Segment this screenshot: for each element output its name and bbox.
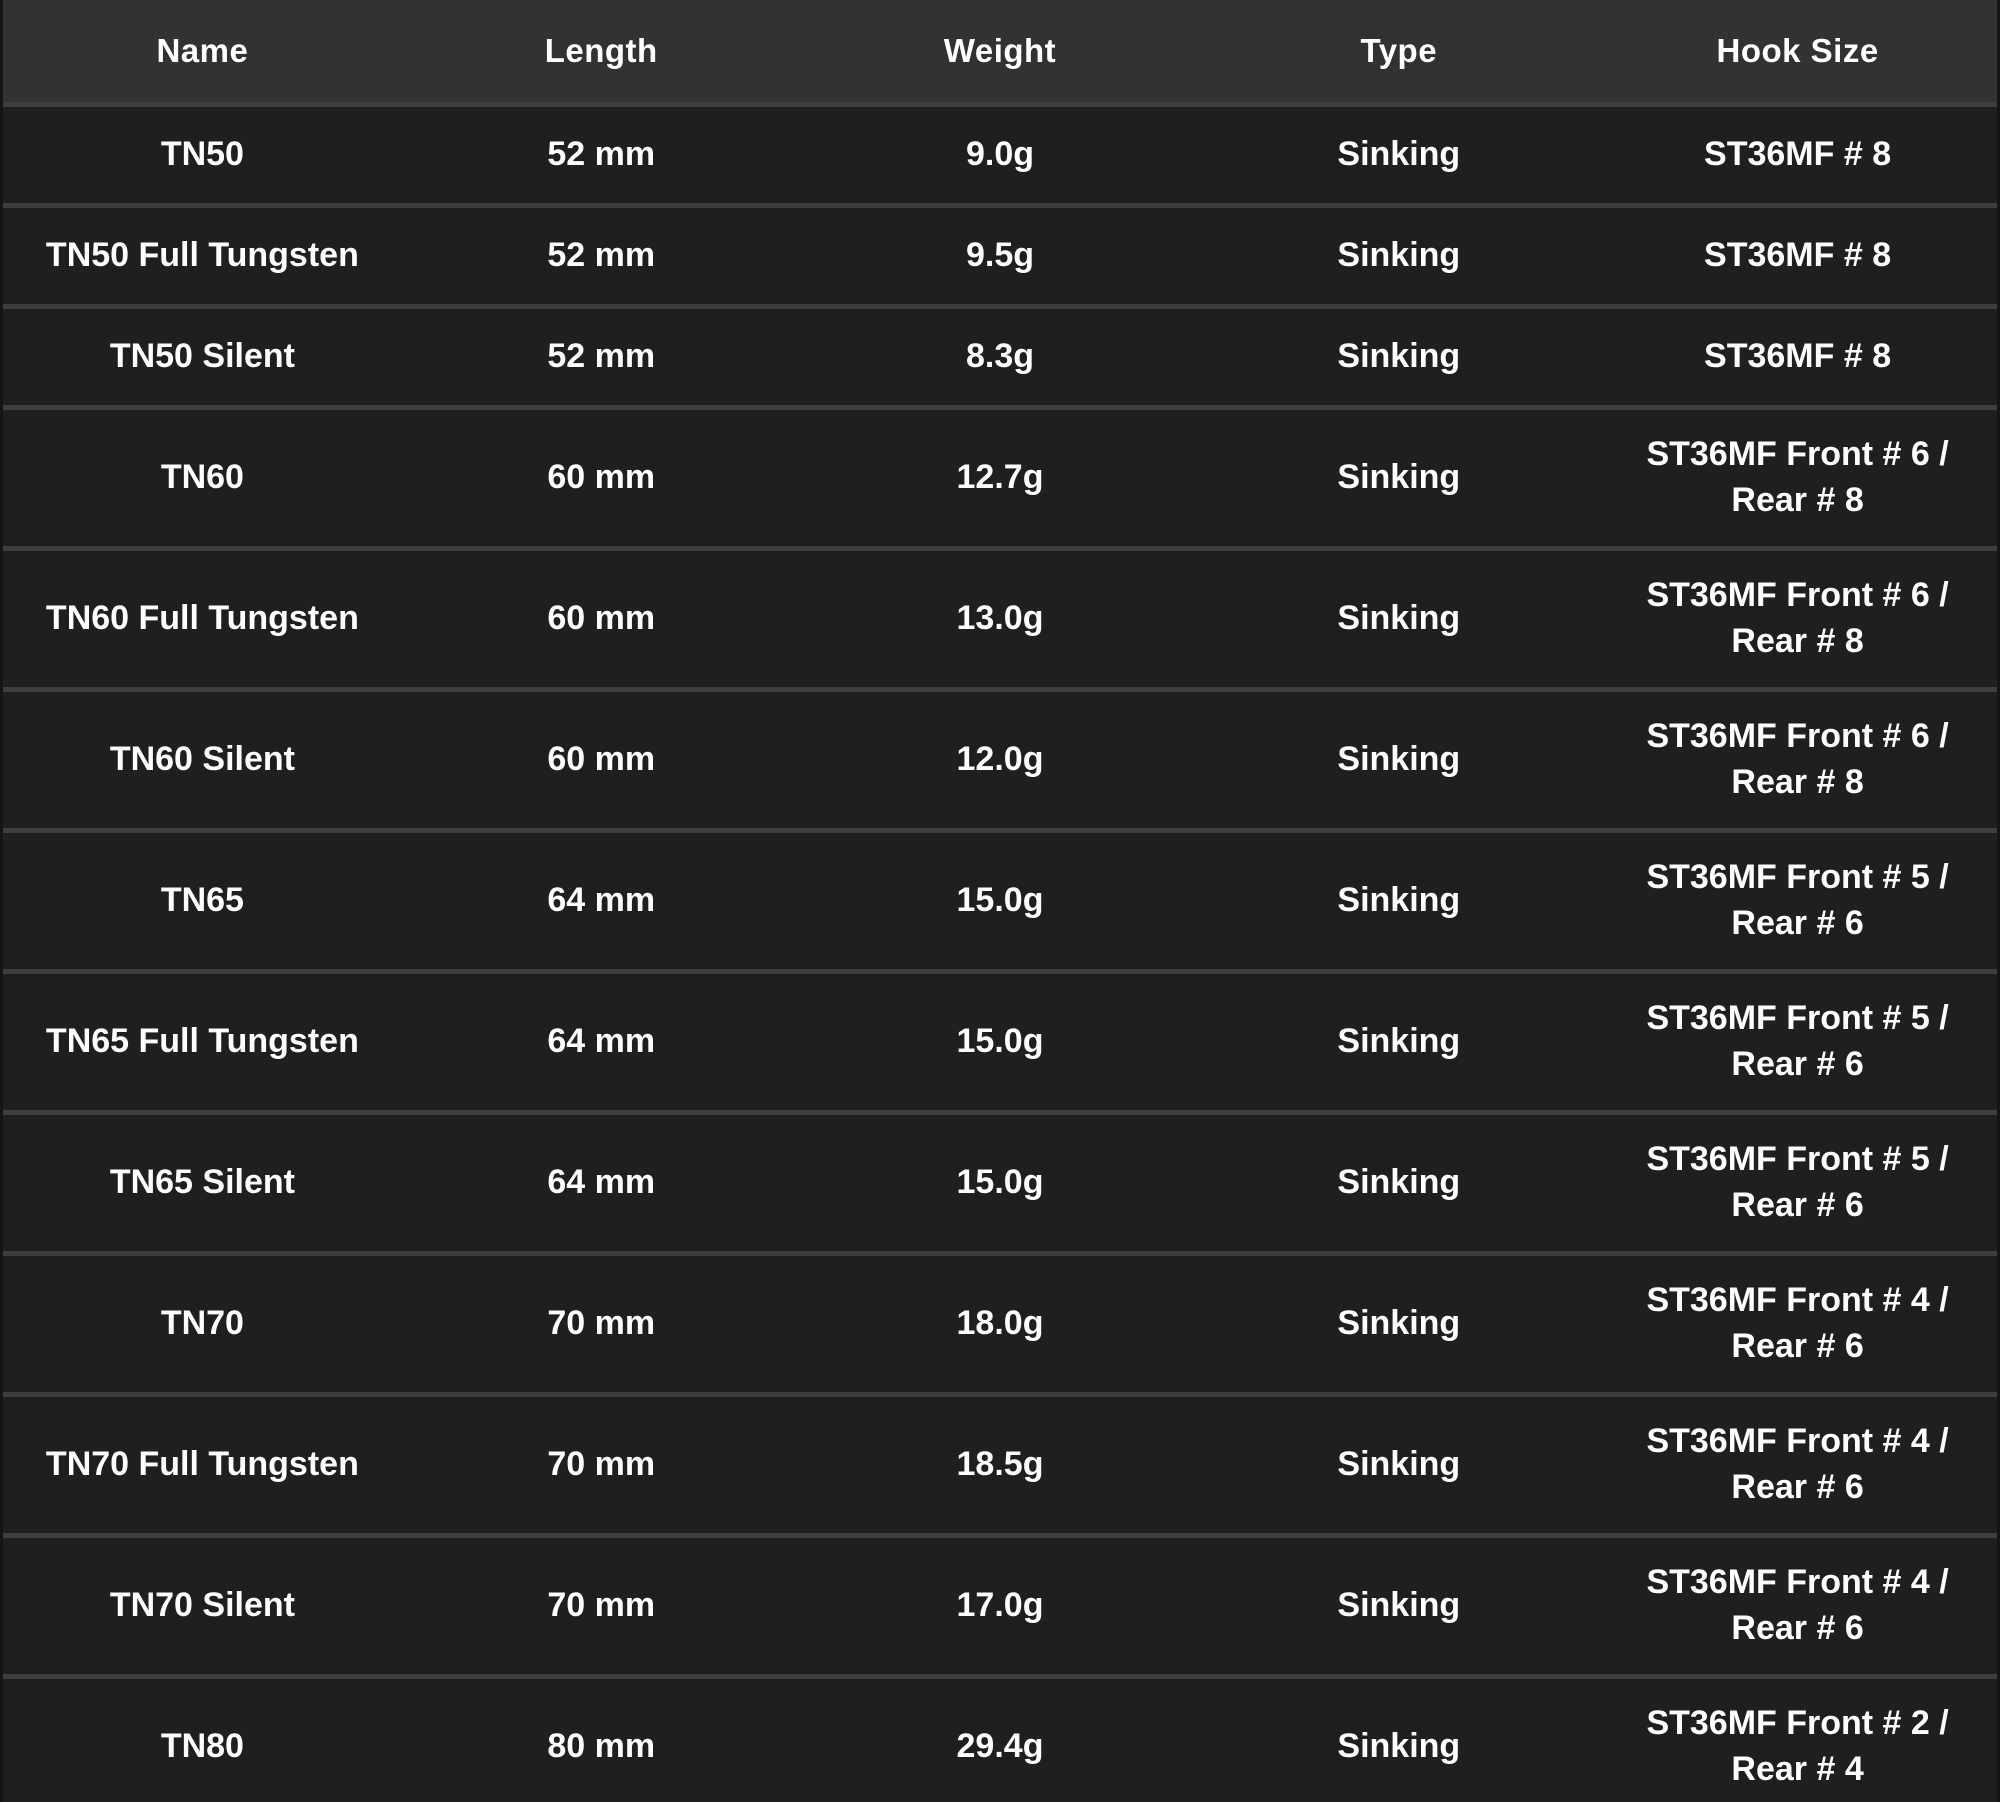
cell-type: Sinking xyxy=(1337,1022,1461,1061)
cell-hook-size: ST36MF Front # 6 / Rear # 8 xyxy=(1646,435,1949,519)
cell-name: TN70 Silent xyxy=(109,1586,295,1625)
cell-type: Sinking xyxy=(1337,1163,1461,1202)
table-row: TN60 Silent 60 mm 12.0g Sinking ST36MF Front… xyxy=(3,687,1997,828)
cell-name: TN65 Silent xyxy=(109,1163,295,1202)
table-row: TN60 60 mm 12.7g Sinking ST36MF Front # 6 / … xyxy=(3,405,1997,546)
cell-type: Sinking xyxy=(1337,599,1461,638)
table-body: TN50 52 mm 9.0g Sinking ST36MF # 8 TN50 Full … xyxy=(3,102,1997,1802)
cell-length: 64 mm xyxy=(547,1022,656,1061)
cell-name: TN50 Silent xyxy=(109,337,295,376)
cell-length: 52 mm xyxy=(547,337,656,376)
cell-hook-size: ST36MF Front # 6 / Rear # 8 xyxy=(1646,576,1949,660)
cell-length: 80 mm xyxy=(547,1727,656,1766)
cell-name: TN60 Full Tungsten xyxy=(45,599,359,638)
cell-type: Sinking xyxy=(1337,881,1461,920)
table-header-row: Name Length Weight Type Hook Size xyxy=(3,0,1997,102)
cell-type: Sinking xyxy=(1337,135,1461,174)
cell-hook-size: ST36MF # 8 xyxy=(1704,236,1892,275)
cell-type: Sinking xyxy=(1337,1586,1461,1625)
column-header-name: Name xyxy=(156,32,249,69)
cell-hook-size: ST36MF # 8 xyxy=(1704,135,1892,174)
table-row: TN70 Full Tungsten 70 mm 18.5g Sinking ST36M… xyxy=(3,1392,1997,1533)
cell-weight: 18.0g xyxy=(956,1304,1044,1343)
cell-weight: 15.0g xyxy=(956,881,1044,920)
column-header-weight: Weight xyxy=(943,32,1057,69)
cell-weight: 29.4g xyxy=(956,1727,1044,1766)
cell-name: TN60 Silent xyxy=(109,740,295,779)
table-row: TN60 Full Tungsten 60 mm 13.0g Sinking ST36M… xyxy=(3,546,1997,687)
cell-type: Sinking xyxy=(1337,1445,1461,1484)
cell-weight: 9.5g xyxy=(965,236,1035,275)
cell-name: TN80 xyxy=(160,1727,244,1766)
cell-weight: 17.0g xyxy=(956,1586,1044,1625)
cell-type: Sinking xyxy=(1337,1727,1461,1766)
cell-length: 64 mm xyxy=(547,881,656,920)
cell-weight: 12.0g xyxy=(956,740,1044,779)
cell-length: 60 mm xyxy=(547,599,656,638)
cell-name: TN70 Full Tungsten xyxy=(45,1445,359,1484)
cell-hook-size: ST36MF Front # 4 / Rear # 6 xyxy=(1646,1281,1949,1365)
cell-hook-size: ST36MF Front # 2 / Rear # 4 xyxy=(1646,1704,1949,1788)
cell-weight: 8.3g xyxy=(965,337,1035,376)
cell-name: TN70 xyxy=(160,1304,244,1343)
cell-length: 60 mm xyxy=(547,458,656,497)
cell-hook-size: ST36MF Front # 6 / Rear # 8 xyxy=(1646,717,1949,801)
cell-name: TN50 Full Tungsten xyxy=(45,236,359,275)
cell-length: 70 mm xyxy=(547,1445,656,1484)
cell-name: TN50 xyxy=(160,135,244,174)
cell-weight: 13.0g xyxy=(956,599,1044,638)
cell-name: TN65 Full Tungsten xyxy=(45,1022,359,1061)
cell-weight: 18.5g xyxy=(956,1445,1044,1484)
table-row: TN65 Silent 64 mm 15.0g Sinking ST36MF Front… xyxy=(3,1110,1997,1251)
cell-type: Sinking xyxy=(1337,740,1461,779)
table-row: TN70 Silent 70 mm 17.0g Sinking ST36MF Front… xyxy=(3,1533,1997,1674)
cell-weight: 9.0g xyxy=(965,135,1035,174)
cell-length: 52 mm xyxy=(547,236,656,275)
cell-hook-size: ST36MF Front # 4 / Rear # 6 xyxy=(1646,1422,1949,1506)
cell-hook-size: ST36MF Front # 4 / Rear # 6 xyxy=(1646,1563,1949,1647)
cell-name: TN60 xyxy=(160,458,244,497)
cell-name: TN65 xyxy=(160,881,244,920)
cell-weight: 15.0g xyxy=(956,1022,1044,1061)
cell-type: Sinking xyxy=(1337,1304,1461,1343)
table-row: TN65 64 mm 15.0g Sinking ST36MF Front # 5 / … xyxy=(3,828,1997,969)
cell-weight: 15.0g xyxy=(956,1163,1044,1202)
cell-length: 52 mm xyxy=(547,135,656,174)
table-row: TN50 Silent 52 mm 8.3g Sinking ST36MF # 8 xyxy=(3,304,1997,405)
column-header-length: Length xyxy=(544,32,658,69)
column-header-hook-size: Hook Size xyxy=(1716,32,1879,69)
table-row: TN50 Full Tungsten 52 mm 9.5g Sinking ST36MF… xyxy=(3,203,1997,304)
cell-hook-size: ST36MF Front # 5 / Rear # 6 xyxy=(1646,858,1949,942)
cell-hook-size: ST36MF Front # 5 / Rear # 6 xyxy=(1646,1140,1949,1224)
cell-length: 64 mm xyxy=(547,1163,656,1202)
cell-hook-size: ST36MF # 8 xyxy=(1704,337,1892,376)
cell-hook-size: ST36MF Front # 5 / Rear # 6 xyxy=(1646,999,1949,1083)
column-header-type: Type xyxy=(1360,32,1438,69)
cell-type: Sinking xyxy=(1337,458,1461,497)
cell-weight: 12.7g xyxy=(956,458,1044,497)
table-row: TN50 52 mm 9.0g Sinking ST36MF # 8 xyxy=(3,102,1997,203)
cell-length: 60 mm xyxy=(547,740,656,779)
cell-type: Sinking xyxy=(1337,337,1461,376)
table-row: TN65 Full Tungsten 64 mm 15.0g Sinking ST36M… xyxy=(3,969,1997,1110)
cell-length: 70 mm xyxy=(547,1304,656,1343)
cell-length: 70 mm xyxy=(547,1586,656,1625)
table-row: TN80 80 mm 29.4g Sinking ST36MF Front # 2 / … xyxy=(3,1674,1997,1802)
cell-type: Sinking xyxy=(1337,236,1461,275)
table-row: TN70 70 mm 18.0g Sinking ST36MF Front # 4 / … xyxy=(3,1251,1997,1392)
